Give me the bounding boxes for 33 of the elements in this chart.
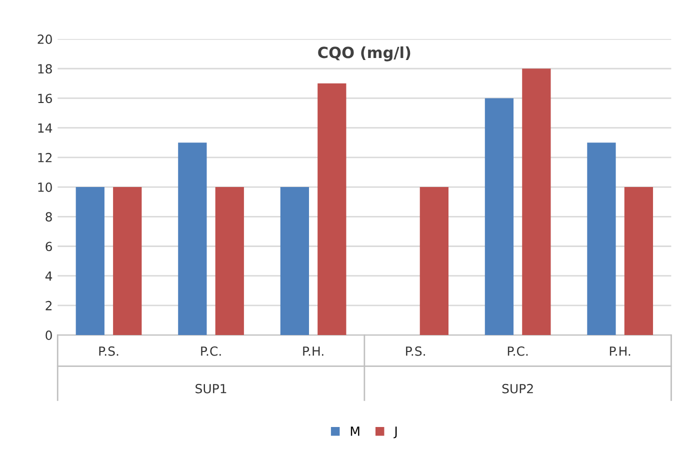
bar (624, 187, 654, 336)
chart-title: CQO (mg/l) (318, 46, 410, 62)
y-tick-label: 8 (46, 212, 52, 222)
x-tick-label: P.H. (610, 346, 630, 356)
y-tick-label: 14 (38, 123, 52, 133)
bar (587, 142, 616, 336)
y-tick-label: 6 (46, 242, 52, 252)
bar (215, 187, 244, 336)
bar (113, 187, 142, 336)
bar (318, 83, 346, 336)
y-tick-label: 4 (45, 271, 52, 281)
bar (178, 142, 207, 336)
y-tick-label: 2 (46, 300, 52, 310)
x-tick-label: P.S. (99, 346, 118, 356)
y-tick-label: 0 (46, 330, 52, 340)
bar (280, 187, 309, 336)
bar (420, 187, 448, 336)
y-tick-label: 10 (38, 182, 52, 192)
legend-label: M (350, 426, 360, 436)
y-tick-label: 20 (38, 34, 52, 44)
text: SUP1 (196, 384, 226, 394)
bar (522, 68, 551, 336)
x-tick-label: P.C. (201, 346, 221, 356)
x-tick-label: P.C. (508, 346, 528, 356)
bar (76, 187, 104, 336)
y-tick-label: 16 (38, 94, 52, 104)
x-tick-label: P.H. (303, 346, 324, 356)
text: SUP2 (502, 384, 533, 394)
y-tick-label: 12 (38, 152, 52, 162)
y-tick-label: 18 (38, 64, 52, 74)
bar (484, 98, 514, 336)
legend-label: J (394, 426, 397, 438)
x-tick-label: P.S. (406, 346, 425, 356)
